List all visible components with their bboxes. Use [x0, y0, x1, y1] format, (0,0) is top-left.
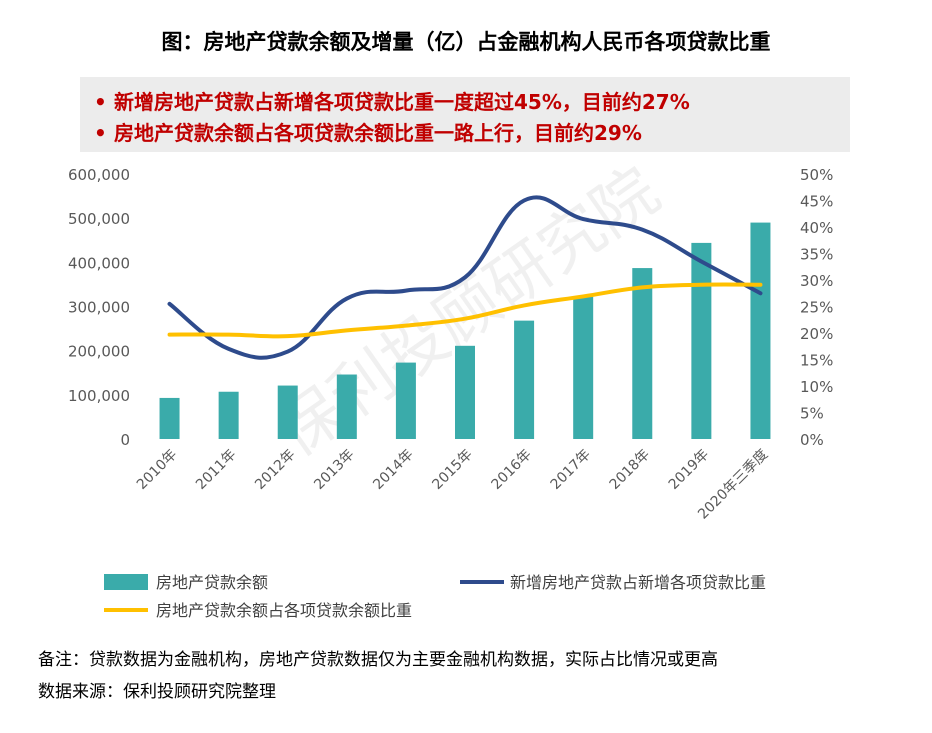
x-tick-label: 2011年 [193, 447, 239, 493]
finding-2: • 房地产贷款余额占各项贷款余额比重一路上行，目前约29% [94, 117, 642, 146]
y-left-tick-label: 200,000 [68, 343, 130, 361]
x-tick-label: 2010年 [134, 447, 180, 493]
line-balance-share [167, 282, 763, 339]
bar [395, 362, 416, 439]
y-right-tick-label: 0% [800, 431, 824, 449]
left-axis-ticks: 600,000 500,000 400,000 300,000 200,000 100,0… [68, 166, 130, 449]
y-right-tick-label: 5% [800, 405, 824, 423]
remark-note: 备注：贷款数据为金融机构，房地产贷款数据仅为主要金融机构数据，实际占比情况或更高 [38, 650, 718, 670]
y-left-tick-label: 400,000 [68, 254, 130, 272]
x-tick-label: 2015年 [429, 447, 475, 493]
bar [514, 320, 535, 439]
bar [632, 268, 653, 439]
x-tick-label: 2012年 [252, 447, 298, 493]
chart-title: 图：房地产贷款余额及增量（亿）占金融机构人民币各项贷款比重 [161, 30, 771, 54]
x-tick-label: 2014年 [370, 447, 416, 493]
line-new-loan-share [167, 195, 763, 360]
bar [750, 222, 771, 439]
y-left-tick-label: 600,000 [68, 166, 130, 184]
y-right-tick-label: 20% [800, 325, 833, 343]
bar [159, 397, 180, 439]
y-left-tick-label: 500,000 [68, 210, 130, 228]
y-right-tick-label: 40% [800, 219, 833, 237]
y-right-tick-label: 35% [800, 246, 833, 264]
line-series [167, 195, 763, 360]
bar [691, 242, 712, 439]
bar [573, 296, 594, 439]
legend-label-bar: 房地产贷款余额 [156, 573, 268, 592]
x-tick-label: 2017年 [548, 447, 594, 493]
bullet-icon: • [94, 121, 107, 145]
bar [277, 385, 298, 439]
y-left-tick-label: 0 [120, 431, 130, 449]
y-left-tick-label: 300,000 [68, 299, 130, 317]
bar [336, 374, 357, 439]
x-tick-label: 2018年 [607, 447, 653, 493]
bar [455, 345, 475, 439]
y-right-tick-label: 25% [800, 299, 833, 317]
bar [218, 391, 239, 439]
y-right-tick-label: 30% [800, 272, 833, 290]
right-axis-ticks: 50% 45% 40% 35% 30% 25% 20% 15% 10% 5% 0% [800, 166, 833, 449]
y-right-tick-label: 45% [800, 193, 833, 211]
finding-2-text: 房地产贷款余额占各项贷款余额比重一路上行，目前约29% [114, 121, 642, 145]
legend-label-new: 新增房地产贷款占新增各项贷款比重 [510, 573, 766, 592]
x-tick-label: 2019年 [666, 447, 712, 493]
source-note: 数据来源：保利投顾研究院整理 [38, 682, 276, 702]
x-tick-label: 2016年 [489, 447, 535, 493]
y-right-tick-label: 50% [800, 166, 833, 184]
x-axis-ticks: 2010年 2011年 2012年 2013年 2014年 2015年 2016年 2017年… [134, 447, 771, 523]
y-left-tick-label: 100,000 [68, 387, 130, 405]
finding-1: • 新增房地产贷款占新增各项贷款比重一度超过45%，目前约27% [94, 86, 690, 115]
y-right-tick-label: 10% [800, 378, 833, 396]
y-right-tick-label: 15% [800, 352, 833, 370]
bullet-icon: • [94, 90, 107, 114]
legend-swatch-bar [104, 574, 148, 590]
finding-1-text: 新增房地产贷款占新增各项贷款比重一度超过45%，目前约27% [114, 90, 690, 114]
key-findings-callout: • 新增房地产贷款占新增各项贷款比重一度超过45%，目前约27% • 房地产贷款余额… [80, 77, 850, 152]
bar-series [159, 222, 771, 439]
legend-label-balance: 房地产贷款余额占各项贷款余额比重 [156, 601, 412, 620]
